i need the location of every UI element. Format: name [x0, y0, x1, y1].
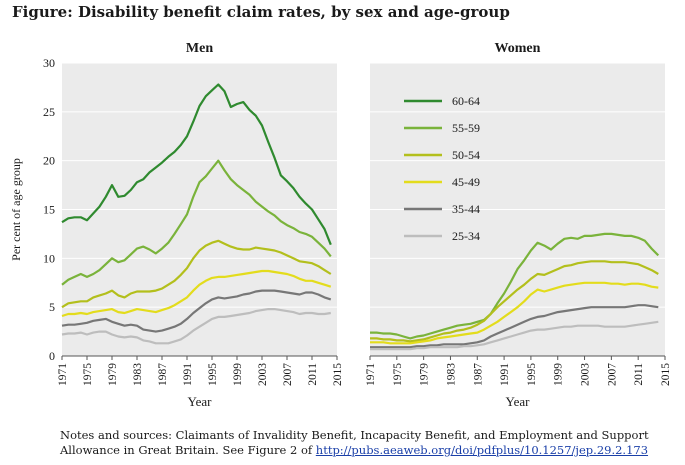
women-x-tick-label: 2015 [660, 363, 672, 386]
y-tick-label: 20 [43, 154, 55, 168]
women-x-tick-label: 1971 [365, 363, 377, 386]
women-x-axis-label: Year [506, 394, 531, 409]
women-x-tick-label: 2003 [580, 363, 592, 386]
chart-svg: 0 5 10 15 20 25 30 1971 1975 1979 1983 1987 1991 1995… [9, 41, 672, 409]
y-tick-label: 5 [49, 300, 55, 314]
men-x-tick-label: 1983 [132, 363, 144, 386]
legend-label-35-44: 35-44 [452, 202, 480, 216]
women-x-tick-label: 1983 [445, 363, 457, 386]
legend-label-50-54: 50-54 [452, 148, 480, 162]
y-tick-label: 30 [43, 56, 55, 70]
men-x-tick-label: 1987 [157, 363, 169, 386]
women-x-tick-label: 1999 [553, 363, 565, 386]
notes-and-sources: Notes and sources: Claimants of Invalidi… [60, 428, 680, 458]
women-series-50-54 [370, 260, 659, 343]
source-link[interactable]: http://pubs.aeaweb.org/doi/pdfplus/10.12… [315, 443, 649, 457]
men-x-tick-label: 1995 [207, 363, 219, 386]
men-panel-title: Men [186, 41, 213, 56]
men-series-55-59 [61, 159, 332, 286]
men-x-axis-label: Year [188, 394, 213, 409]
men-x-tick-label: 2015 [332, 363, 344, 386]
notes-text: Notes and sources: Claimants of Invalidi… [60, 428, 649, 457]
women-x-tick-label: 1975 [392, 363, 404, 386]
y-tick-label: 15 [43, 203, 55, 217]
men-x-tick-label: 2011 [307, 363, 319, 386]
men-series-25-34 [61, 308, 331, 345]
men-series-45-49 [61, 269, 332, 318]
women-x-tick-label: 1991 [499, 363, 511, 386]
men-x-tick-label: 1991 [182, 363, 194, 386]
women-series-25-34 [370, 320, 659, 351]
y-tick-label: 10 [43, 251, 55, 265]
women-x-tick-label: 1979 [419, 363, 431, 386]
women-x-tick-label: 2011 [633, 363, 645, 386]
y-tick-label: 25 [43, 105, 55, 119]
men-panel: 0 5 10 15 20 25 30 1971 1975 1979 1983 1987 1991 1995… [9, 41, 344, 409]
women-series-35-44 [370, 304, 659, 349]
y-tick-label: 0 [49, 349, 55, 363]
men-x-tick-label: 2007 [282, 363, 294, 386]
y-axis-label: Per cent of age group [9, 158, 23, 261]
men-series-35-44 [61, 289, 332, 333]
women-panel: 1971 1975 1979 1983 1987 1991 1995 1999 2003 2007… [365, 41, 672, 409]
women-series-45-49 [370, 281, 659, 345]
men-x-tick-label: 1971 [57, 363, 69, 386]
men-x-tick-label: 1975 [82, 363, 94, 386]
women-x-tick-label: 1987 [472, 363, 484, 386]
men-series-60-64 [61, 83, 332, 246]
men-x-tick-label: 2003 [257, 363, 269, 386]
men-series-50-54 [61, 239, 332, 309]
legend-label-25-34: 25-34 [452, 229, 480, 243]
legend-label-55-59: 55-59 [452, 121, 480, 135]
men-x-tick-label: 1979 [107, 363, 119, 386]
women-x-tick-label: 1995 [526, 363, 538, 386]
women-series-55-59 [370, 232, 660, 340]
figure-title: Figure: Disability benefit claim rates, … [12, 3, 510, 21]
legend-label-45-49: 45-49 [452, 175, 480, 189]
women-x-tick-label: 2007 [606, 363, 618, 386]
men-x-tick-label: 1999 [232, 363, 244, 386]
women-panel-title: Women [495, 41, 541, 56]
legend-label-60-64: 60-64 [452, 94, 480, 108]
